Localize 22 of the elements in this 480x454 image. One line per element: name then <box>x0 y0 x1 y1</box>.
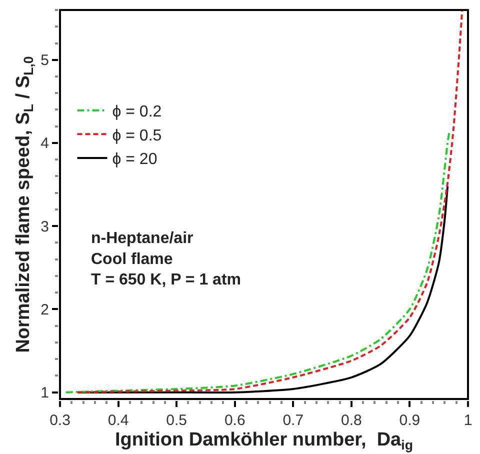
x-tick-label: 0.9 <box>399 412 420 429</box>
y-tick-label: 2 <box>40 301 49 318</box>
line-series <box>76 10 464 394</box>
x-tick-label: 1 <box>464 412 472 429</box>
line-series <box>64 130 450 394</box>
x-axis-title: Ignition Damköhler number, Da$_{ig}$ <box>115 429 413 452</box>
x-tick-label: 0.3 <box>50 412 70 429</box>
annotation: n-Heptane/air <box>91 230 194 247</box>
legend-label: ϕ = 20 <box>112 151 158 168</box>
legend-label: ϕ = 0.5 <box>112 127 162 144</box>
x-tick-label: 0.4 <box>108 412 129 429</box>
legend-label: ϕ = 0.2 <box>112 104 162 121</box>
x-tick-label: 0.6 <box>224 412 246 429</box>
y-tick-label: 4 <box>40 135 49 152</box>
x-tick-label: 0.5 <box>166 412 187 429</box>
annotation: Cool flame <box>91 250 173 268</box>
y-tick-label: 1 <box>40 384 49 402</box>
y-tick-label: 5 <box>40 52 49 70</box>
y-tick-label: 3 <box>40 218 49 236</box>
x-tick-label: 0.8 <box>341 412 362 429</box>
annotation: T = 650 K, P = 1 atm <box>91 272 242 289</box>
x-tick-label: 0.7 <box>282 412 304 429</box>
